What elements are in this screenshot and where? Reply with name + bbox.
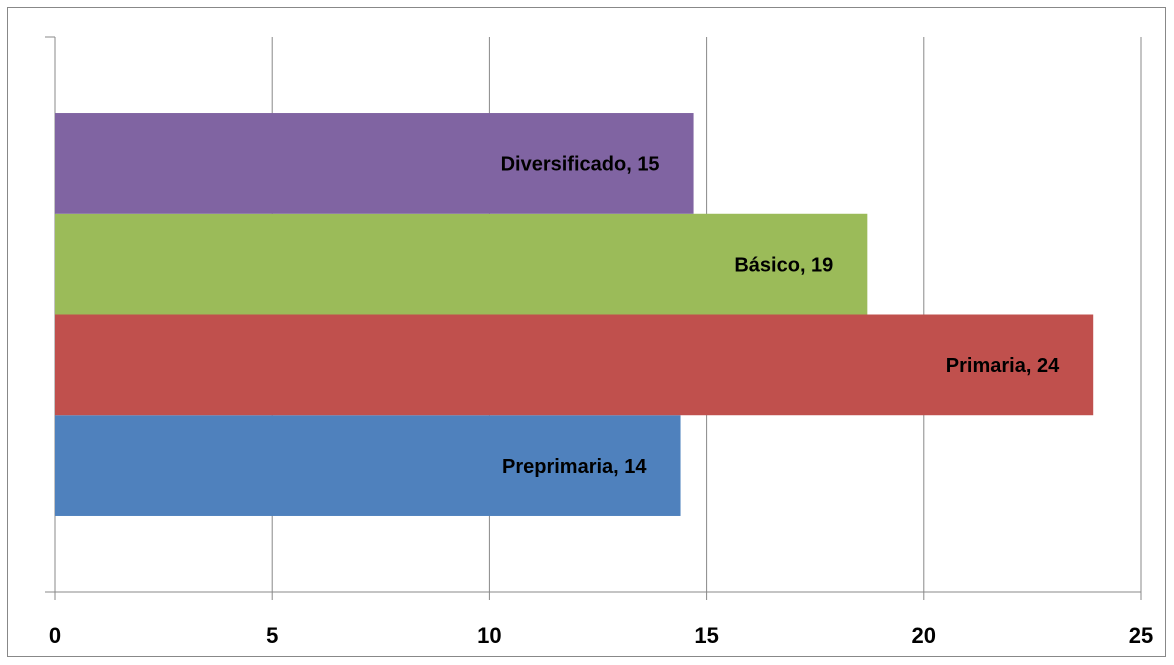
data-label: Primaria, 24 [946,355,1060,377]
x-tick-label: 5 [266,623,278,648]
x-tick-label: 25 [1129,623,1153,648]
data-label: Diversificado, 15 [501,154,660,176]
bar [55,314,1094,416]
bar [55,415,681,516]
x-tick-label: 20 [912,623,936,648]
bar [55,213,868,315]
x-tick-label: 15 [694,623,718,648]
x-tick-label: 0 [49,623,61,648]
data-label: Preprimaria, 14 [502,456,647,478]
bar [55,113,694,214]
x-tick-label: 10 [477,623,501,648]
data-label: Básico, 19 [734,254,833,276]
